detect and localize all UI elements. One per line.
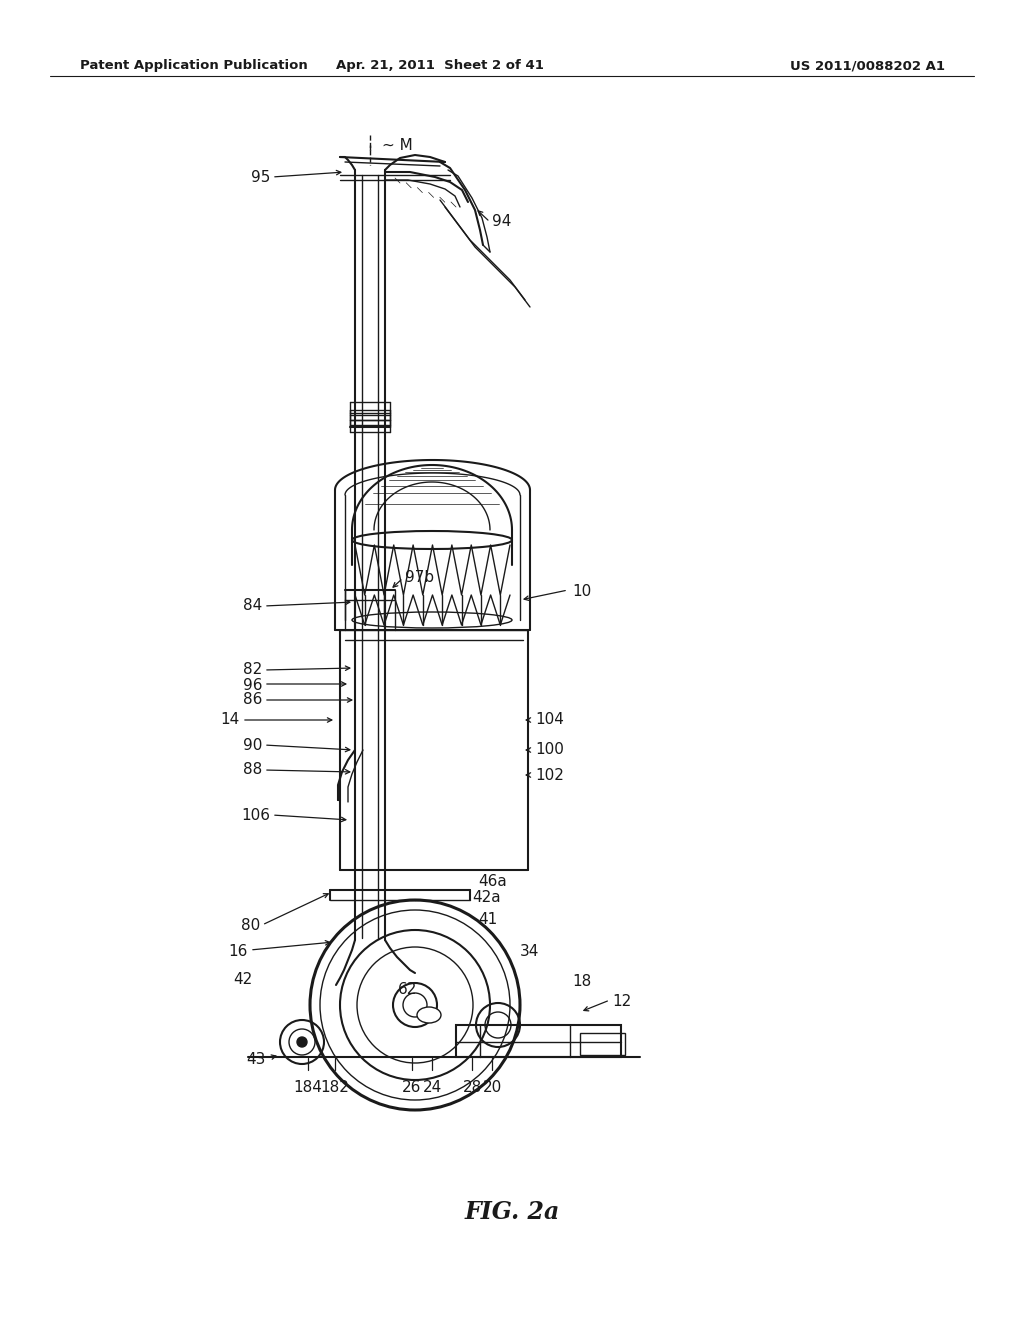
- Text: 34: 34: [520, 945, 540, 960]
- Text: 43: 43: [247, 1052, 266, 1068]
- Text: 14: 14: [221, 713, 240, 727]
- Text: Patent Application Publication: Patent Application Publication: [80, 59, 308, 73]
- Text: 86: 86: [243, 693, 262, 708]
- Text: 88: 88: [243, 763, 262, 777]
- Text: 18: 18: [572, 974, 591, 990]
- Text: US 2011/0088202 A1: US 2011/0088202 A1: [790, 59, 945, 73]
- Text: 42a: 42a: [472, 890, 501, 904]
- Text: 82: 82: [243, 663, 262, 677]
- Text: 184: 184: [294, 1080, 323, 1096]
- Text: 100: 100: [535, 742, 564, 758]
- Text: 26: 26: [402, 1080, 422, 1096]
- Text: 80: 80: [241, 917, 260, 932]
- Text: 97b: 97b: [406, 570, 434, 586]
- Text: Apr. 21, 2011  Sheet 2 of 41: Apr. 21, 2011 Sheet 2 of 41: [336, 59, 544, 73]
- Text: 106: 106: [241, 808, 270, 822]
- Text: 182: 182: [321, 1080, 349, 1096]
- Text: 95: 95: [251, 169, 270, 185]
- Text: FIG. 2a: FIG. 2a: [464, 1200, 560, 1224]
- Text: 90: 90: [243, 738, 262, 752]
- Text: 10: 10: [572, 585, 591, 599]
- Text: 41: 41: [478, 912, 498, 928]
- Text: 62: 62: [398, 982, 418, 998]
- Text: 20: 20: [482, 1080, 502, 1096]
- Circle shape: [393, 983, 437, 1027]
- Text: 12: 12: [612, 994, 631, 1010]
- Bar: [456, 1026, 621, 1057]
- Text: 102: 102: [535, 767, 564, 783]
- Text: 42: 42: [232, 973, 252, 987]
- Circle shape: [297, 1038, 307, 1047]
- Text: 46a: 46a: [478, 874, 507, 890]
- Ellipse shape: [417, 1007, 441, 1023]
- Text: 16: 16: [228, 945, 248, 960]
- Text: 96: 96: [243, 677, 262, 693]
- Bar: [580, 1034, 625, 1055]
- Text: 104: 104: [535, 713, 564, 727]
- Text: 84: 84: [243, 598, 262, 614]
- Text: ~ M: ~ M: [382, 137, 413, 153]
- Text: 94: 94: [492, 214, 511, 230]
- Text: 24: 24: [422, 1080, 441, 1096]
- Text: 28: 28: [463, 1080, 481, 1096]
